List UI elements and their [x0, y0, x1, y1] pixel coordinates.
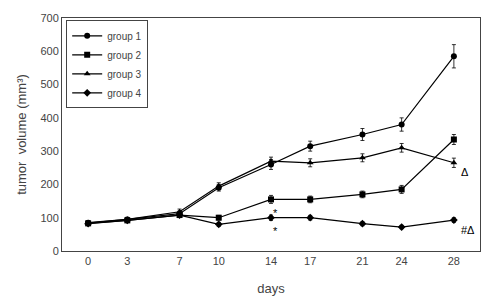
svg-text:3: 3	[124, 255, 130, 267]
svg-text:7: 7	[176, 255, 182, 267]
svg-text:*: *	[273, 225, 278, 237]
svg-text:tumor volume (mm³): tumor volume (mm³)	[14, 74, 29, 195]
svg-text:14: 14	[265, 255, 277, 267]
svg-text:400: 400	[40, 112, 58, 124]
svg-text:group 1: group 1	[107, 31, 141, 42]
svg-text:21: 21	[356, 255, 368, 267]
svg-text:group 2: group 2	[107, 50, 141, 61]
svg-text:300: 300	[40, 145, 58, 157]
svg-text:200: 200	[40, 178, 58, 190]
svg-text:24: 24	[396, 255, 408, 267]
svg-text:100: 100	[40, 212, 58, 224]
svg-text:600: 600	[40, 45, 58, 57]
svg-text:group 3: group 3	[107, 69, 141, 80]
svg-text:#Δ: #Δ	[461, 224, 475, 236]
svg-text:28: 28	[448, 255, 460, 267]
svg-text:group 4: group 4	[107, 88, 141, 99]
svg-text:Δ: Δ	[461, 166, 469, 178]
svg-text:700: 700	[40, 12, 58, 24]
svg-text:500: 500	[40, 78, 58, 90]
svg-text:*: *	[273, 207, 278, 219]
svg-text:days: days	[257, 281, 285, 296]
svg-text:17: 17	[304, 255, 316, 267]
svg-text:0: 0	[85, 255, 91, 267]
svg-text:0: 0	[53, 245, 59, 257]
svg-text:10: 10	[213, 255, 225, 267]
